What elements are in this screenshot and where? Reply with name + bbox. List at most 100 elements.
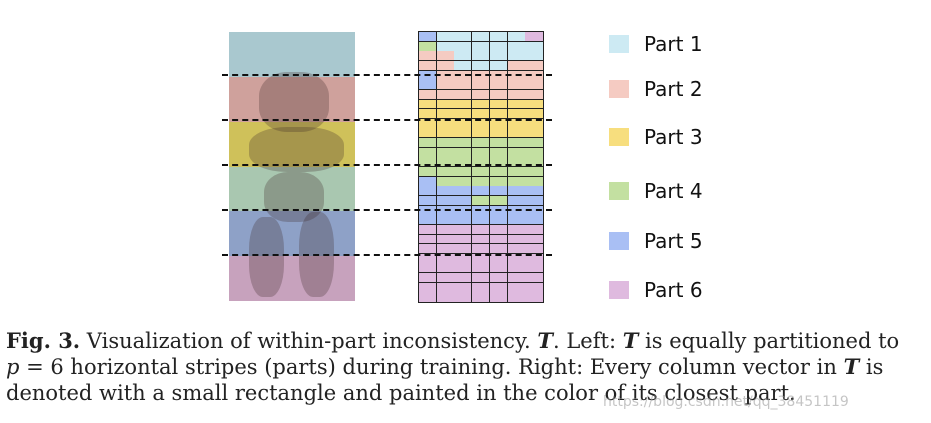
- grid-cell-part-6: [436, 253, 455, 264]
- grid-cell-part-6: [454, 234, 473, 245]
- grid-cell-part-4: [454, 167, 473, 177]
- grid-cell-part-2: [507, 89, 526, 100]
- grid-cell-part-6: [489, 263, 508, 274]
- grid-cell-part-1: [525, 41, 544, 52]
- caption-symbol-t: T: [622, 328, 639, 353]
- grid-cell-part-5: [507, 195, 526, 206]
- person-silhouette: [264, 172, 324, 222]
- grid-cell-part-4: [419, 157, 437, 168]
- grid-cell-part-5: [419, 186, 437, 197]
- grid-cell-part-1: [454, 32, 473, 42]
- grid-cell-part-2: [419, 89, 437, 100]
- caption-symbol-t: T: [843, 354, 860, 379]
- grid-cell-part-6: [436, 263, 455, 274]
- grid-cell-part-3: [436, 99, 455, 110]
- grid-cell-part-5: [419, 32, 437, 42]
- grid-cell-part-4: [436, 176, 455, 187]
- grid-cell-part-1: [507, 51, 526, 62]
- grid-cell-part-3: [489, 109, 508, 120]
- grid-cell-part-6: [525, 263, 544, 274]
- image-stripe-part-5: [229, 211, 355, 257]
- grid-cell-part-5: [436, 195, 455, 206]
- grid-cell-part-6: [454, 224, 473, 235]
- grid-cell-part-4: [525, 147, 544, 158]
- grid-cell-part-2: [489, 89, 508, 100]
- grid-cell-part-3: [507, 128, 526, 139]
- grid-cell-part-5: [472, 186, 491, 197]
- grid-cell-part-5: [454, 195, 473, 206]
- grid-cell-part-4: [507, 176, 526, 187]
- grid-cell-part-4: [489, 176, 508, 187]
- grid-cell-part-3: [472, 99, 491, 110]
- grid-cell-part-3: [472, 109, 491, 120]
- image-stripe-part-3: [229, 121, 355, 167]
- caption-text: = 6 horizontal stripes (parts) during tr…: [19, 355, 844, 379]
- legend-label-part-6: Part 6: [644, 278, 703, 302]
- grid-cell-part-4: [454, 147, 473, 158]
- grid-cell-part-4: [507, 167, 526, 177]
- grid-cell-part-4: [525, 138, 544, 148]
- column-vector-grid: [418, 31, 544, 303]
- grid-cell-part-1: [472, 41, 491, 52]
- grid-cell-part-4: [454, 138, 473, 148]
- grid-cell-part-3: [507, 99, 526, 110]
- grid-cell-part-6: [507, 253, 526, 264]
- grid-cell-part-5: [525, 215, 544, 226]
- grid-cell-part-6: [489, 253, 508, 264]
- grid-cell-part-6: [419, 234, 437, 245]
- stripe-boundary-line: [222, 254, 552, 256]
- stripe-boundary-line: [222, 164, 552, 166]
- grid-cell-part-6: [489, 292, 508, 303]
- grid-cell-part-3: [489, 128, 508, 139]
- grid-cell-part-3: [507, 118, 526, 129]
- grid-cell-part-3: [436, 118, 455, 129]
- grid-cell-part-6: [419, 224, 437, 235]
- grid-cell-part-1: [489, 51, 508, 62]
- grid-cell-part-6: [525, 224, 544, 235]
- grid-cell-part-6: [525, 32, 544, 42]
- grid-cell-part-6: [454, 244, 473, 255]
- grid-cell-part-1: [472, 51, 491, 62]
- grid-cell-part-3: [419, 118, 437, 129]
- legend-swatch-part-4: [609, 182, 629, 200]
- grid-cell-part-2: [525, 60, 544, 71]
- legend-swatch-part-3: [609, 128, 629, 146]
- grid-cell-part-5: [489, 186, 508, 197]
- stripe-boundary-line: [222, 74, 552, 76]
- legend-swatch-part-2: [609, 80, 629, 98]
- legend-swatch-part-5: [609, 232, 629, 250]
- grid-cell-part-3: [436, 128, 455, 139]
- grid-cell-part-5: [507, 186, 526, 197]
- grid-cell-part-6: [525, 244, 544, 255]
- grid-cell-part-5: [419, 80, 437, 91]
- caption-symbol-t: T: [537, 328, 554, 353]
- grid-cell-part-3: [454, 128, 473, 139]
- grid-cell-part-6: [507, 273, 526, 283]
- grid-cell-part-2: [454, 89, 473, 100]
- grid-cell-part-6: [419, 273, 437, 283]
- grid-cell-part-6: [419, 292, 437, 303]
- grid-cell-part-4: [472, 157, 491, 168]
- grid-cell-part-6: [525, 292, 544, 303]
- grid-cell-part-3: [419, 109, 437, 120]
- grid-cell-part-1: [472, 60, 491, 71]
- grid-cell-part-2: [472, 80, 491, 91]
- grid-cell-part-5: [489, 215, 508, 226]
- grid-cell-part-6: [436, 244, 455, 255]
- grid-cell-part-2: [436, 80, 455, 91]
- grid-cell-part-1: [489, 32, 508, 42]
- grid-cell-part-5: [525, 195, 544, 206]
- grid-cell-part-2: [436, 51, 455, 62]
- grid-cell-part-6: [419, 244, 437, 255]
- grid-cell-part-5: [454, 215, 473, 226]
- grid-cell-part-5: [436, 186, 455, 197]
- grid-cell-part-2: [436, 60, 455, 71]
- grid-cell-part-5: [419, 215, 437, 226]
- grid-cell-part-4: [489, 157, 508, 168]
- grid-cell-part-6: [507, 282, 526, 293]
- legend-label-part-2: Part 2: [644, 77, 703, 101]
- grid-cell-part-2: [525, 80, 544, 91]
- grid-cell-part-2: [419, 60, 437, 71]
- grid-cell-part-5: [472, 215, 491, 226]
- watermark: https://blog.csdn.net/qq_38451119: [603, 394, 849, 410]
